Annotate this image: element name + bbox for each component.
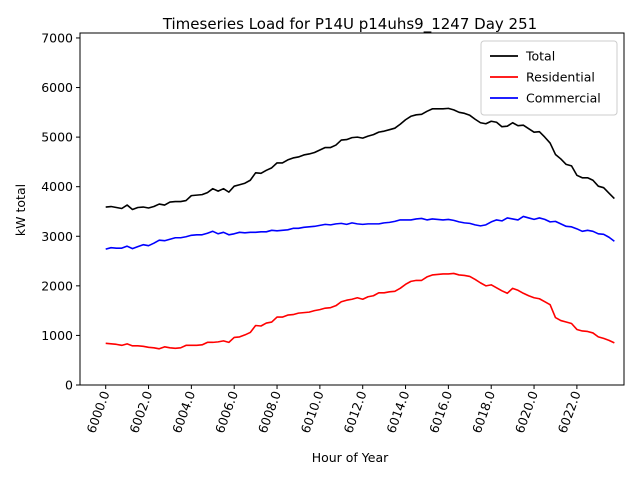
series-line-total bbox=[105, 107, 615, 211]
series-line-commercial bbox=[105, 215, 615, 250]
plot-frame bbox=[79, 32, 625, 386]
x-axis-label: Hour of Year bbox=[312, 450, 389, 465]
y-tick-label: 3000 bbox=[41, 229, 73, 244]
chart-title: Timeseries Load for P14U p14uhs9_1247 Da… bbox=[162, 15, 537, 34]
y-tick-label: 7000 bbox=[41, 30, 73, 45]
legend-box bbox=[480, 40, 618, 116]
x-tick-label: 6016.0 bbox=[426, 389, 455, 435]
series-layer bbox=[105, 107, 615, 350]
legend: Total Residential Commercial bbox=[480, 40, 618, 116]
x-axis-ticks: 6000.0 6002.0 6004.0 6006.0 6008.0 6010.0 6012… bbox=[83, 385, 584, 435]
x-tick-label: 6008.0 bbox=[255, 389, 284, 435]
x-tick-label: 6020.0 bbox=[512, 389, 541, 435]
y-axis-ticks: 0 1000 2000 3000 4000 5000 6000 7000 bbox=[41, 30, 80, 393]
legend-label-residential: Residential bbox=[526, 70, 595, 85]
plot-area bbox=[79, 32, 625, 386]
legend-label-total: Total bbox=[525, 49, 555, 64]
series-line-residential bbox=[105, 272, 615, 350]
y-axis-label: kW total bbox=[13, 184, 28, 236]
y-tick-label: 6000 bbox=[41, 80, 73, 95]
x-tick-label: 6022.0 bbox=[555, 389, 584, 435]
y-tick-label: 1000 bbox=[41, 328, 73, 343]
y-tick-label: 2000 bbox=[41, 278, 73, 293]
x-tick-label: 6002.0 bbox=[126, 389, 155, 435]
x-tick-label: 6006.0 bbox=[212, 389, 241, 435]
y-tick-label: 4000 bbox=[41, 179, 73, 194]
y-tick-label: 0 bbox=[65, 378, 73, 393]
x-tick-label: 6004.0 bbox=[169, 389, 198, 435]
x-tick-label: 6010.0 bbox=[298, 389, 327, 435]
y-tick-label: 5000 bbox=[41, 130, 73, 145]
x-tick-label: 6000.0 bbox=[83, 389, 112, 435]
legend-label-commercial: Commercial bbox=[526, 91, 601, 106]
x-tick-label: 6018.0 bbox=[469, 389, 498, 435]
x-tick-label: 6014.0 bbox=[383, 389, 412, 435]
x-tick-label: 6012.0 bbox=[340, 389, 369, 435]
